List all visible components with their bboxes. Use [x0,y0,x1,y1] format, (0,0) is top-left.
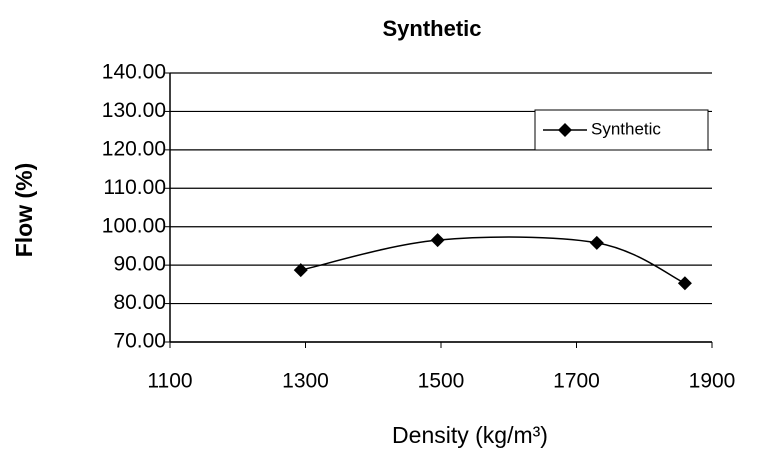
x-axis-title: Density (kg/m³) [392,422,548,448]
y-tick-label: 80.00 [113,291,166,314]
y-tick-label: 100.00 [102,214,166,237]
data-point [589,235,604,250]
data-point [293,263,308,278]
series-line [300,236,686,284]
x-tick-label: 1500 [418,370,465,393]
y-tick-label: 90.00 [113,253,166,276]
y-tick-label: 70.00 [113,330,166,353]
data-point [677,276,692,291]
legend-label: Synthetic [591,119,661,138]
x-tick-label: 1100 [147,370,192,393]
x-tick-label: 1300 [282,370,329,393]
y-tick-label: 130.00 [102,99,166,122]
legend-marker [558,123,572,137]
legend-box [534,109,709,151]
data-point [430,233,445,248]
chart-title: Synthetic [382,16,481,41]
y-tick-label: 140.00 [102,61,166,84]
y-tick-label: 110.00 [103,176,166,199]
x-tick-label: 1700 [553,370,600,393]
x-tick-label: 1900 [689,370,736,393]
y-axis-title: Flow (%) [11,163,37,258]
y-tick-label: 120.00 [102,137,166,160]
